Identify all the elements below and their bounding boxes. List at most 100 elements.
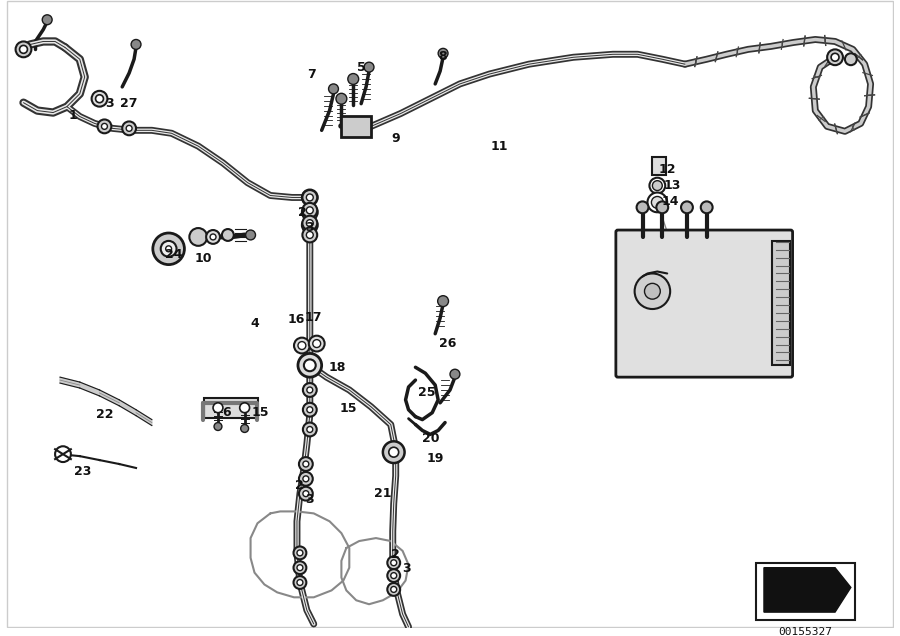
Circle shape: [299, 472, 313, 486]
Polygon shape: [120, 400, 136, 416]
Text: 3: 3: [305, 493, 314, 506]
Circle shape: [126, 125, 132, 131]
Circle shape: [240, 425, 248, 432]
Circle shape: [652, 181, 662, 191]
Circle shape: [636, 202, 648, 213]
Circle shape: [306, 221, 314, 229]
Circle shape: [336, 93, 346, 104]
Text: 5: 5: [356, 60, 365, 74]
Circle shape: [55, 446, 71, 462]
Circle shape: [389, 447, 399, 457]
Circle shape: [652, 197, 663, 209]
Text: 3: 3: [105, 97, 113, 110]
Polygon shape: [80, 382, 100, 396]
Circle shape: [92, 91, 107, 107]
Circle shape: [831, 53, 839, 61]
Circle shape: [213, 403, 223, 413]
Circle shape: [20, 45, 27, 53]
Circle shape: [297, 579, 303, 586]
Circle shape: [97, 120, 112, 134]
Circle shape: [644, 284, 661, 299]
Text: 25: 25: [418, 387, 435, 399]
Text: 00155327: 00155327: [778, 627, 832, 636]
Circle shape: [827, 50, 843, 65]
Bar: [756, 563, 855, 620]
Text: 2: 2: [298, 206, 306, 219]
Text: 1: 1: [68, 109, 77, 122]
Circle shape: [153, 233, 184, 265]
Text: 27: 27: [121, 97, 138, 110]
Circle shape: [297, 565, 303, 570]
Circle shape: [306, 194, 313, 201]
Circle shape: [210, 234, 216, 240]
Circle shape: [306, 193, 314, 202]
Circle shape: [299, 457, 313, 471]
Text: 20: 20: [421, 432, 439, 445]
Circle shape: [391, 586, 397, 592]
Circle shape: [364, 62, 374, 72]
Text: 22: 22: [95, 408, 113, 421]
Circle shape: [161, 241, 176, 257]
Circle shape: [681, 202, 693, 213]
Circle shape: [302, 190, 317, 205]
Text: 13: 13: [663, 179, 680, 192]
Circle shape: [313, 340, 320, 347]
Circle shape: [387, 569, 400, 582]
Text: 14: 14: [662, 195, 679, 208]
Circle shape: [298, 342, 306, 350]
Text: 10: 10: [194, 252, 212, 265]
Text: 4: 4: [250, 317, 259, 330]
Text: 26: 26: [439, 337, 456, 350]
Circle shape: [303, 476, 309, 482]
Circle shape: [294, 338, 310, 354]
Text: 7: 7: [308, 67, 316, 81]
Circle shape: [302, 203, 317, 218]
Circle shape: [307, 427, 313, 432]
Polygon shape: [100, 390, 120, 406]
Circle shape: [293, 576, 306, 589]
Circle shape: [306, 219, 313, 226]
Circle shape: [382, 441, 405, 463]
Circle shape: [391, 560, 397, 565]
Text: 2: 2: [392, 548, 400, 562]
Bar: [341, 116, 371, 137]
Circle shape: [293, 562, 306, 574]
Circle shape: [302, 218, 318, 233]
Circle shape: [303, 383, 317, 397]
Circle shape: [387, 583, 400, 596]
Circle shape: [437, 296, 448, 307]
Circle shape: [328, 84, 338, 93]
Bar: [652, 157, 666, 175]
Text: 6: 6: [222, 406, 231, 419]
Circle shape: [303, 491, 309, 497]
Circle shape: [304, 359, 316, 371]
Circle shape: [845, 53, 857, 65]
Circle shape: [298, 354, 321, 377]
FancyBboxPatch shape: [616, 230, 793, 377]
Circle shape: [647, 193, 667, 212]
Text: 3: 3: [305, 221, 314, 233]
Circle shape: [450, 370, 460, 379]
Text: 12: 12: [659, 163, 676, 176]
Circle shape: [302, 216, 317, 230]
Circle shape: [634, 273, 670, 309]
Circle shape: [347, 74, 359, 85]
Text: 3: 3: [402, 562, 411, 575]
Circle shape: [302, 228, 317, 242]
Circle shape: [309, 336, 325, 352]
Circle shape: [391, 572, 397, 579]
Text: 9: 9: [392, 132, 400, 145]
Circle shape: [293, 546, 306, 559]
Text: 8: 8: [437, 50, 446, 63]
Circle shape: [297, 550, 303, 556]
Circle shape: [239, 403, 249, 413]
Text: 16: 16: [287, 314, 305, 326]
Circle shape: [122, 121, 136, 135]
Circle shape: [438, 48, 448, 59]
Polygon shape: [60, 377, 80, 388]
Text: 15: 15: [339, 402, 357, 415]
Circle shape: [306, 207, 313, 214]
Circle shape: [302, 190, 318, 205]
Circle shape: [42, 15, 52, 25]
Circle shape: [131, 39, 141, 50]
